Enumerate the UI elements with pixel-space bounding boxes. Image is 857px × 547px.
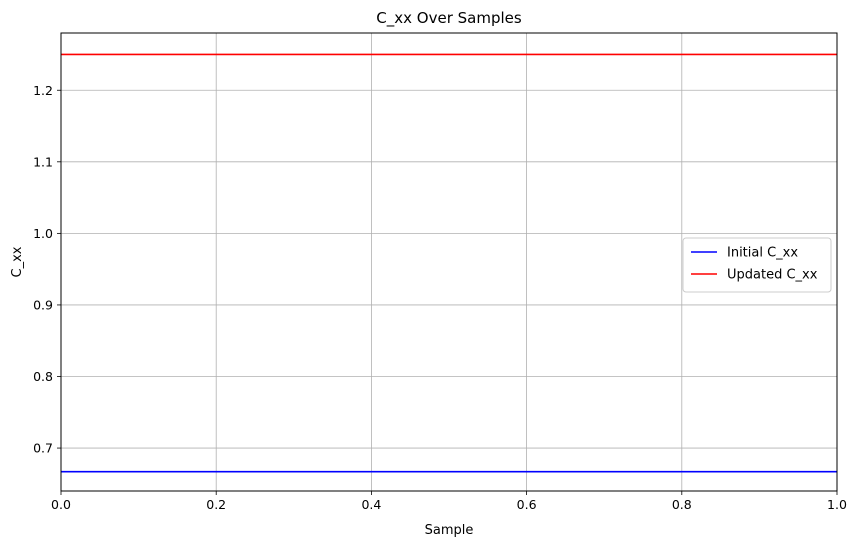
x-tick-label: 1.0 <box>827 497 847 512</box>
x-tick-label: 0.0 <box>51 497 71 512</box>
y-tick-label: 1.0 <box>33 226 53 241</box>
chart-title: C_xx Over Samples <box>376 9 522 28</box>
legend-label: Initial C_xx <box>727 246 798 261</box>
y-axis-ticks: 0.7 0.8 0.9 1.0 1.1 1.2 <box>33 83 61 456</box>
y-tick-label: 1.2 <box>33 83 53 98</box>
y-tick-label: 0.8 <box>33 369 53 384</box>
x-tick-label: 0.8 <box>672 497 692 512</box>
y-tick-label: 0.9 <box>33 297 53 312</box>
y-tick-label: 1.1 <box>33 154 53 169</box>
y-axis-label: C_xx <box>10 246 25 277</box>
x-tick-label: 0.4 <box>361 497 381 512</box>
legend: Initial C_xx Updated C_xx <box>682 237 832 293</box>
series-lines <box>61 53 837 473</box>
grid <box>60 33 838 491</box>
y-tick-label: 0.7 <box>33 441 53 456</box>
x-tick-label: 0.6 <box>517 497 537 512</box>
legend-label: Updated C_xx <box>727 268 818 283</box>
axes-frame <box>60 32 838 492</box>
legend-box <box>682 237 832 293</box>
x-tick-label: 0.2 <box>206 497 226 512</box>
x-axis-ticks: 0.0 0.2 0.4 0.6 0.8 1.0 <box>51 491 847 512</box>
x-axis-label: Sample <box>425 523 474 538</box>
